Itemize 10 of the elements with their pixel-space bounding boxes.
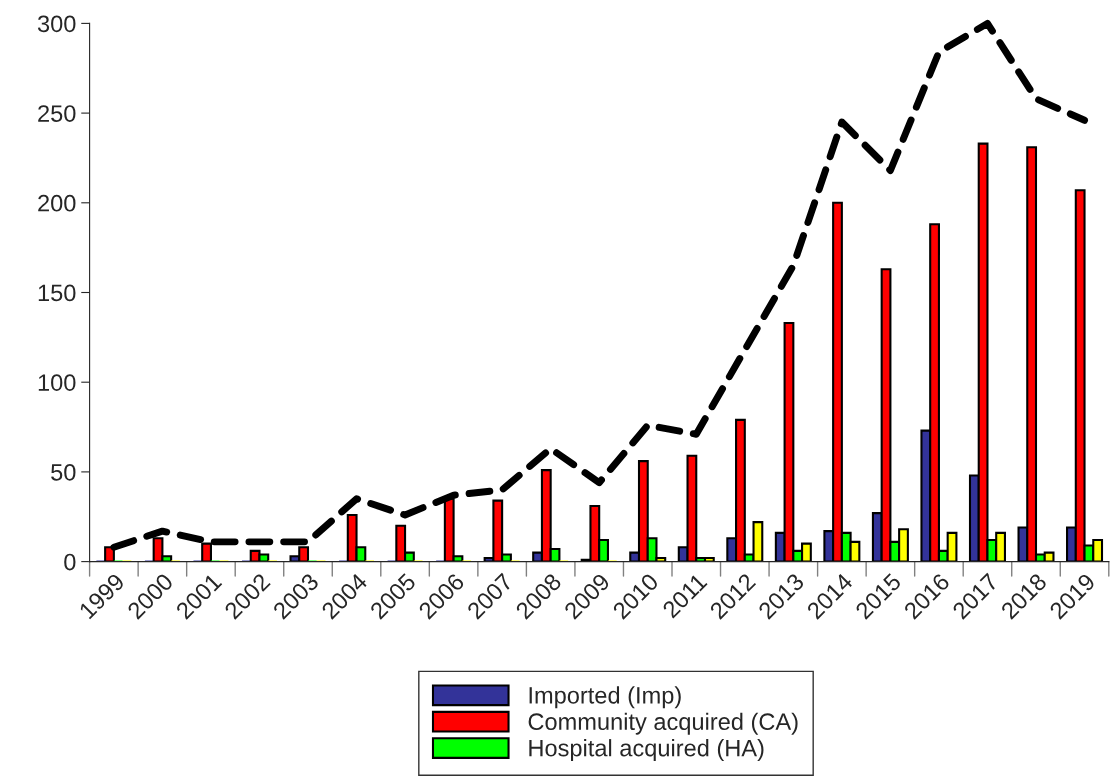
y-tick-label: 100 (38, 374, 76, 391)
y-tick-label: 50 (51, 463, 76, 481)
legend-label: Community acquired (CA) (528, 712, 798, 735)
y-tick-label: 200 (38, 194, 76, 212)
legend-label: Hospital acquired (HA) (529, 739, 764, 762)
y-tick-label: 150 (38, 284, 76, 302)
y-tick-label: 0 (64, 553, 76, 571)
y-tick-label: 250 (38, 105, 76, 122)
y-tick-label: 300 (37, 15, 76, 33)
legend-label: Imported (Imp) (529, 686, 681, 709)
